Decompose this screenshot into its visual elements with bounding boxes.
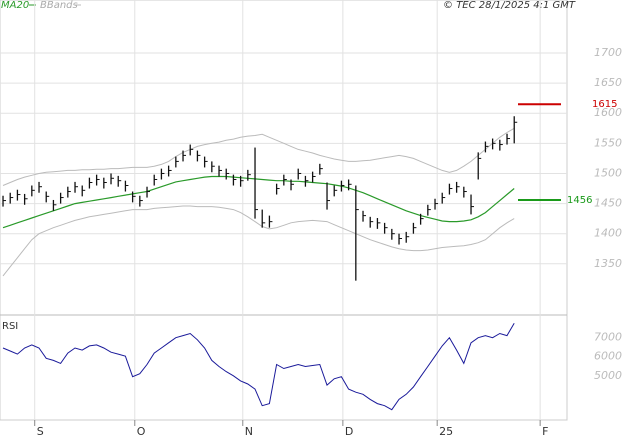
level-label: 1615 <box>592 99 617 110</box>
y-tick-label: 1700 <box>594 46 622 59</box>
source: © TEC 28/1/2025 4:1 GMT <box>443 0 576 11</box>
legend-bbands: BBands <box>40 0 78 11</box>
bband-upper <box>2 127 515 186</box>
y-tick-label: 1500 <box>594 166 622 179</box>
y-tick-label: 1550 <box>594 136 622 149</box>
y-tick-label: 7000 <box>594 331 622 344</box>
level-label: 1456 <box>567 195 592 206</box>
x-tick-label: 25 <box>439 425 453 438</box>
y-tick-label: 1400 <box>594 227 622 240</box>
x-tick-label: D <box>345 425 353 438</box>
x-tick-label: N <box>245 425 253 438</box>
legend-ma: MA20 <box>1 0 29 11</box>
x-tick-label: O <box>137 425 146 438</box>
ma-line <box>2 175 515 229</box>
y-tick-label: 1450 <box>594 197 622 210</box>
y-tick-label: 1600 <box>594 106 622 119</box>
bband-lower <box>2 205 515 277</box>
y-tick-label: 6000 <box>594 350 622 363</box>
y-tick-label: 5000 <box>594 369 622 382</box>
y-tick-label: 1650 <box>594 76 622 89</box>
rsi-line <box>2 322 515 411</box>
x-tick-label: S <box>37 425 44 438</box>
x-tick-label: F <box>542 425 548 438</box>
plot-frame <box>0 0 568 421</box>
panel-title: RSI <box>2 321 18 332</box>
y-tick-label: 1350 <box>594 257 622 270</box>
